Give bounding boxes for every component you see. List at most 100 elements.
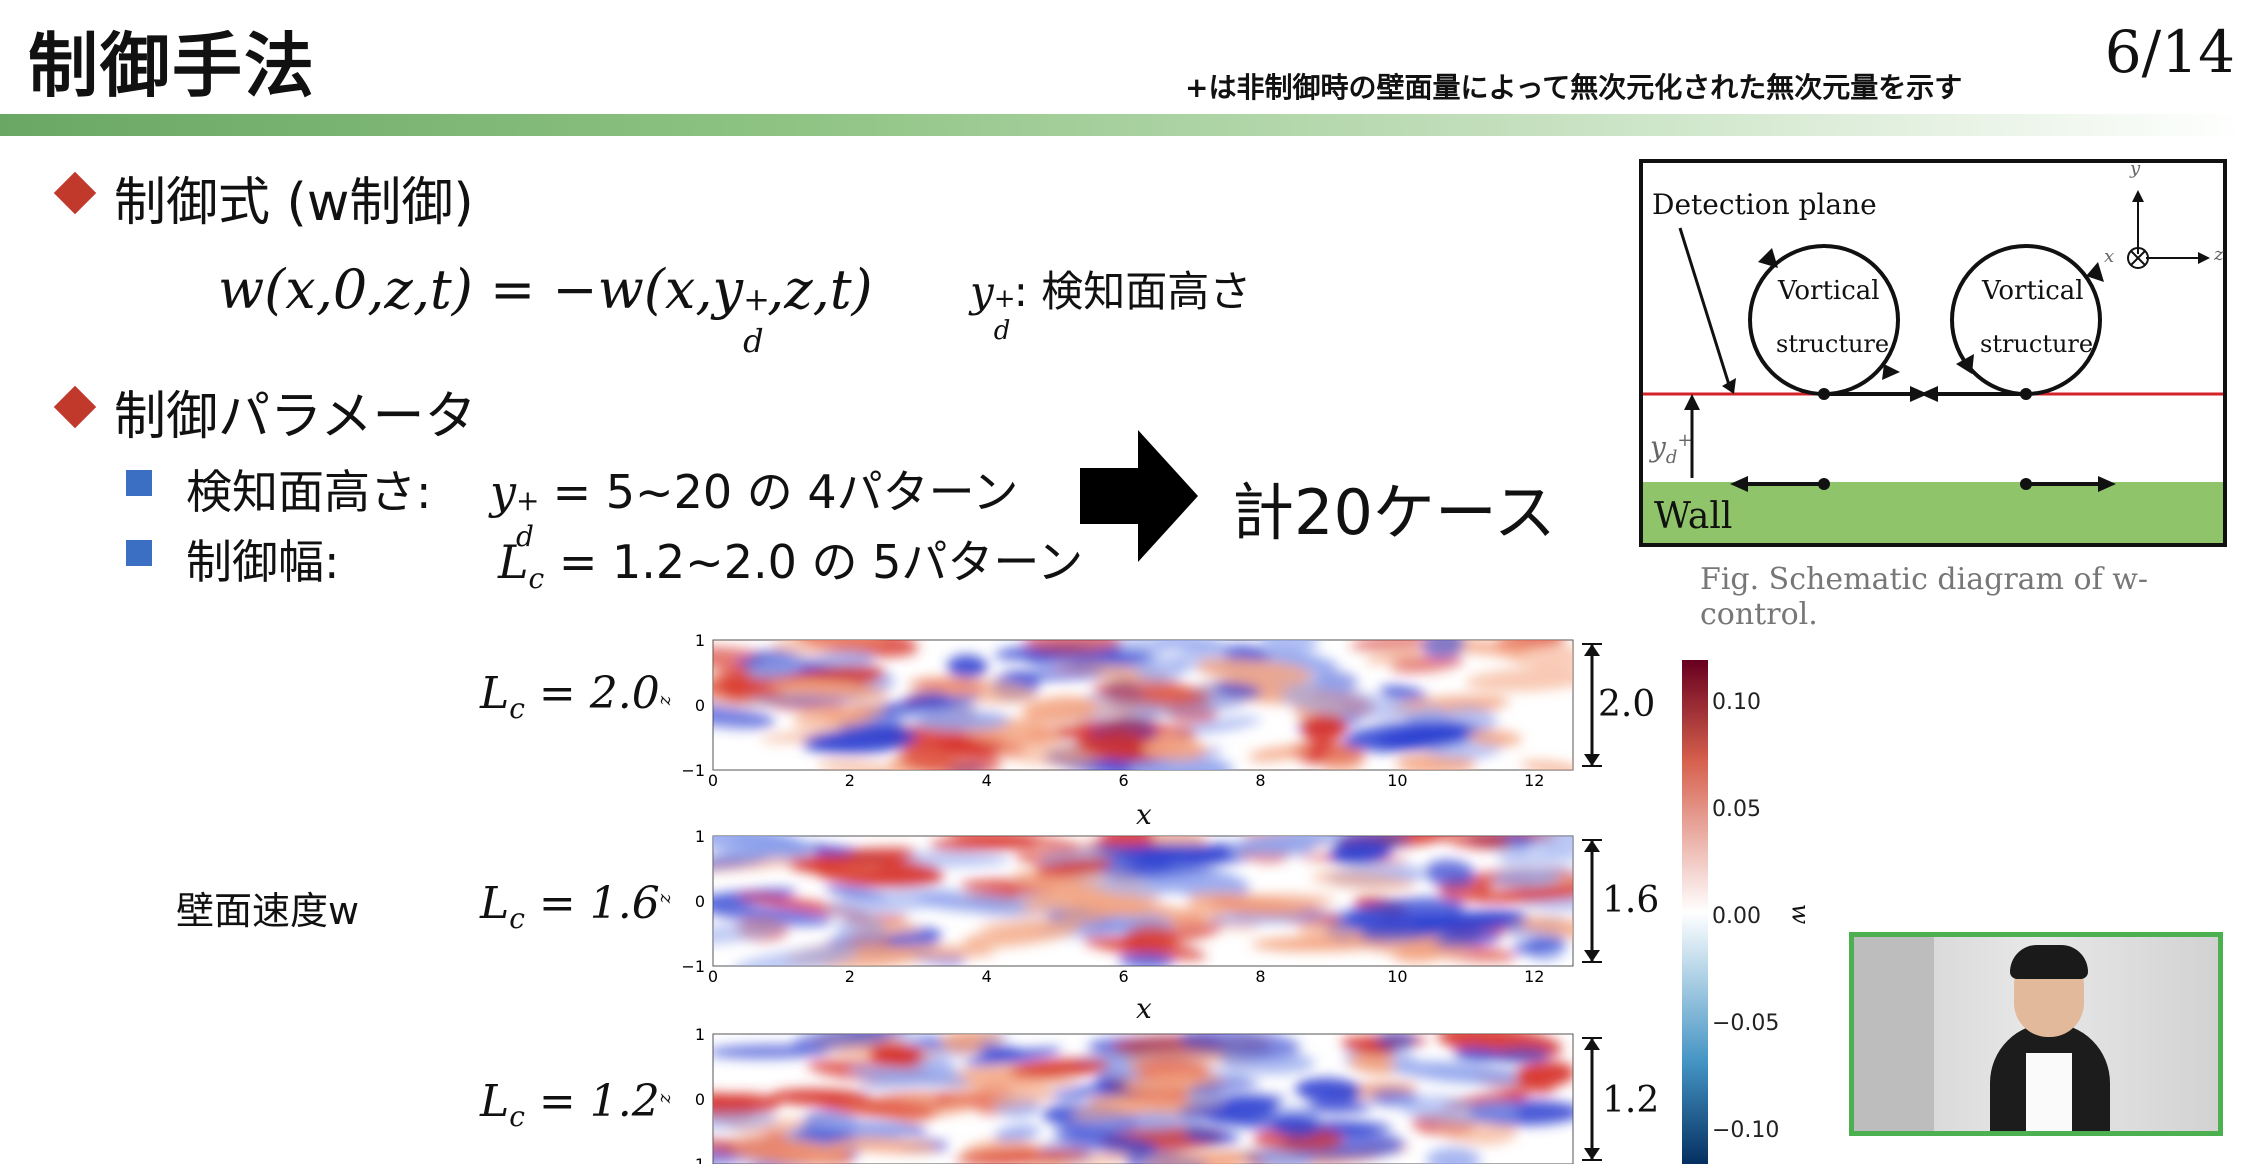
webcam-thumbnail — [1849, 932, 2223, 1136]
velocity-blob — [1271, 1112, 1321, 1138]
cbar-tick-0: 0.10 — [1712, 690, 1761, 715]
wall-area — [1643, 482, 2223, 543]
velocity-blob — [1129, 861, 1175, 874]
x-axis-label-2: x — [1136, 992, 1152, 1025]
velocity-blob — [1230, 836, 1343, 852]
velocity-blob — [1301, 713, 1348, 742]
velocity-blob — [713, 923, 786, 947]
velocity-blob — [1453, 1047, 1502, 1062]
bracket-arrowhead — [1584, 1038, 1600, 1050]
velocity-blob — [1124, 1048, 1222, 1076]
velocity-blob — [746, 658, 802, 680]
velocity-blob — [1177, 1094, 1287, 1117]
velocity-blob — [732, 1136, 837, 1164]
vortex-label-2b: structure — [1980, 330, 2094, 358]
velocity-blob — [1062, 898, 1113, 924]
velocity-blob — [945, 1086, 1055, 1109]
velocity-blob — [1188, 892, 1305, 916]
velocity-blob — [961, 922, 1080, 948]
x-tick-label: 8 — [1255, 771, 1265, 790]
total-cases: 計20ケース — [1232, 476, 1556, 549]
velocity-blob — [825, 887, 960, 915]
velocity-blob — [1091, 680, 1212, 708]
width-label-3: 1.2 — [1602, 1080, 1660, 1121]
x-tick-label: 0 — [708, 771, 718, 790]
velocity-blob — [1173, 716, 1262, 735]
axis-z-label: z — [2214, 244, 2224, 265]
velocity-blob — [1071, 1096, 1175, 1120]
velocity-blob — [1343, 720, 1475, 752]
param-label-detection: 検知面高さ: — [186, 465, 432, 519]
velocity-blob — [1348, 1054, 1400, 1075]
lc-label-3: Lc = 1.2 — [480, 1076, 660, 1133]
velocity-blob — [1390, 1060, 1528, 1085]
velocity-blob — [1350, 640, 1438, 652]
z-tick-label: −1 — [681, 761, 705, 780]
velocity-blob — [1208, 910, 1333, 924]
title-bar — [0, 114, 2245, 136]
bullet-square-icon — [126, 540, 152, 566]
cbar-tick-3: −0.05 — [1712, 1011, 1780, 1036]
velocity-blob — [1444, 836, 1512, 850]
velocity-blob — [1033, 857, 1113, 878]
z-tick-label: 0 — [695, 892, 705, 911]
velocity-blob — [1496, 640, 1573, 669]
velocity-blob — [1397, 1095, 1491, 1125]
velocity-blob — [876, 945, 997, 958]
z-tick-label: 0 — [695, 1090, 705, 1109]
schematic-diagram — [1639, 159, 2227, 547]
velocity-blob — [1296, 925, 1364, 941]
x-axis-label-1: x — [1136, 798, 1152, 831]
velocity-blob — [817, 759, 902, 770]
colorbar-label: w — [1786, 903, 1815, 925]
velocity-blob — [1328, 841, 1392, 865]
velocity-blob — [1469, 1100, 1519, 1121]
z-tick-label: 0 — [695, 696, 705, 715]
velocity-blob — [1253, 1127, 1344, 1152]
velocity-blob — [1118, 952, 1174, 966]
velocity-blob — [1497, 847, 1573, 865]
velocity-blob — [849, 1067, 971, 1087]
x-tick-label: 6 — [1119, 967, 1129, 986]
velocity-blob — [945, 836, 1082, 853]
velocity-blob — [791, 1034, 913, 1051]
velocity-blob — [1009, 1058, 1111, 1078]
wall-velocity-label: 壁面速度w — [176, 889, 360, 933]
bracket-arrowhead — [1584, 950, 1600, 962]
velocity-blob — [1426, 1147, 1481, 1164]
velocity-blob — [818, 1097, 939, 1119]
velocity-blob — [713, 701, 776, 729]
velocity-blob — [1424, 859, 1476, 888]
param-value-width: Lc = 1.2~2.0 の 5パターン — [498, 535, 1084, 596]
vortex-label-1b: structure — [1776, 330, 1890, 358]
slide-title: 制御手法 — [28, 25, 316, 107]
velocity-blob — [1082, 936, 1207, 960]
velocity-blob — [994, 1125, 1041, 1142]
velocity-blob — [1005, 669, 1105, 681]
x-tick-label: 12 — [1524, 771, 1544, 790]
velocity-blob — [713, 904, 834, 926]
velocity-blob — [770, 640, 886, 657]
velocity-blob — [1467, 730, 1523, 746]
x-tick-label: 12 — [1524, 967, 1544, 986]
velocity-blob — [954, 1148, 1091, 1164]
velocity-blob — [1183, 1125, 1240, 1146]
x-tick-label: 0 — [708, 967, 718, 986]
velocity-blob — [713, 1093, 780, 1116]
velocity-blob — [1322, 747, 1366, 770]
velocity-blob — [1022, 696, 1099, 724]
velocity-blob — [770, 680, 890, 699]
bracket-arrowhead — [1584, 754, 1600, 766]
cbar-tick-4: −0.10 — [1712, 1118, 1780, 1143]
z-tick-label: −1 — [681, 1155, 705, 1164]
velocity-blob — [1375, 1034, 1418, 1050]
cbar-tick-1: 0.05 — [1712, 797, 1761, 822]
velocity-blob — [802, 727, 918, 753]
velocity-blob — [835, 915, 888, 944]
velocity-blob — [939, 1034, 985, 1054]
velocity-blob — [1311, 870, 1415, 891]
velocity-blob — [1520, 760, 1573, 770]
axis-y-label: y — [2130, 158, 2141, 179]
velocity-blob — [1153, 640, 1226, 653]
velocity-blob — [713, 836, 814, 859]
